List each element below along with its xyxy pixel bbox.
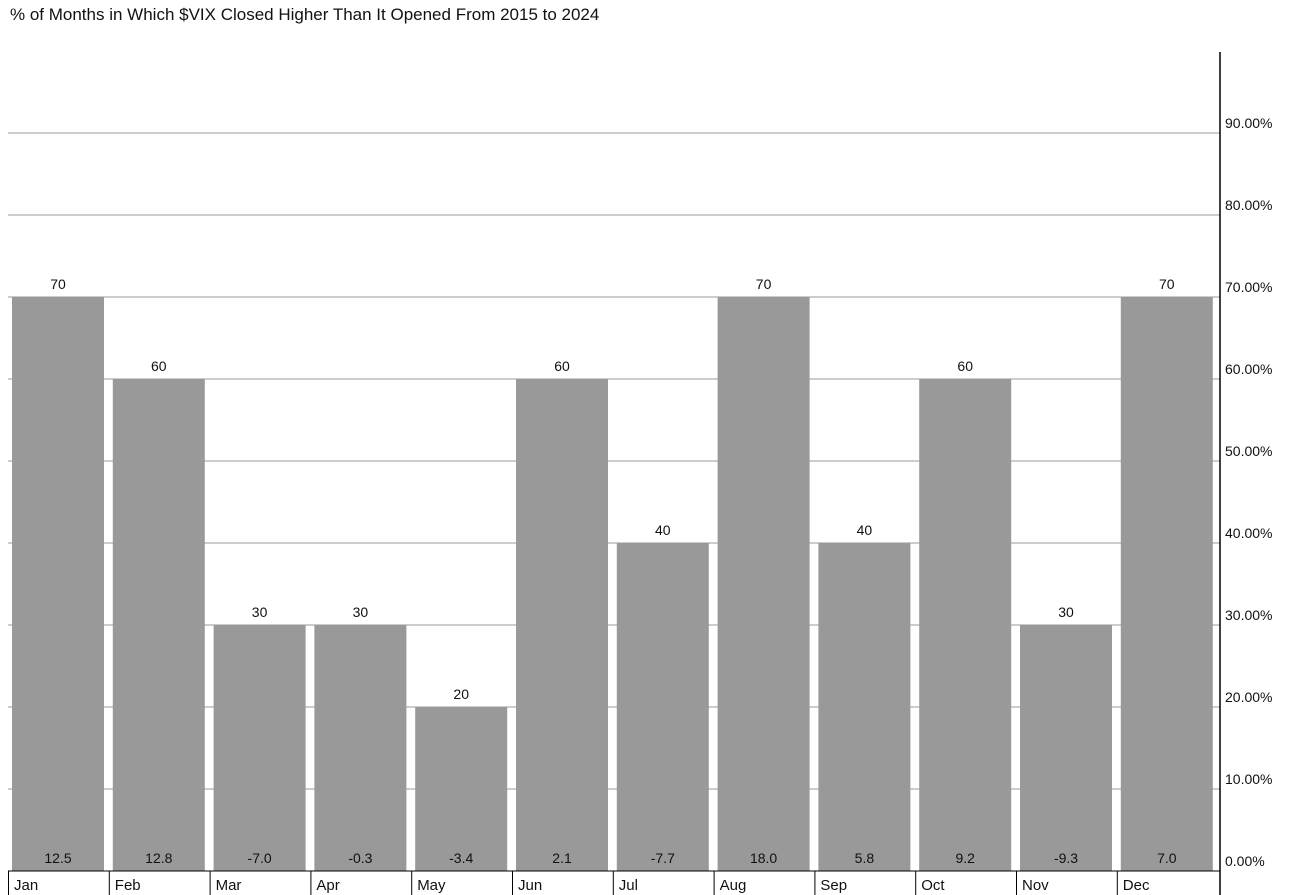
chart-title: % of Months in Which $VIX Closed Higher … — [10, 5, 600, 24]
bar-sep — [818, 543, 911, 871]
x-axis-labels: Jan Feb Mar Apr May Jun Jul Aug Sep Oct Nov Dec — [14, 877, 1150, 894]
bar-jul — [616, 543, 709, 871]
bar-inner-label: -0.3 — [348, 850, 372, 866]
value-labels: 70 12.5 60 12.8 30 -7.0 30 -0.3 20 -3.4 60 2.1 40 -7.… — [44, 276, 1176, 866]
bar-may — [415, 707, 508, 871]
bar-inner-label: -7.7 — [651, 850, 675, 866]
x-tick-label: Feb — [115, 877, 141, 894]
bar-jun — [516, 379, 608, 871]
y-tick-label: 80.00% — [1225, 197, 1272, 213]
bar-inner-label: 5.8 — [855, 850, 875, 866]
y-tick-label: 10.00% — [1225, 771, 1272, 787]
bar-feb — [112, 379, 205, 871]
bar-inner-label: 9.2 — [955, 850, 975, 866]
bar-inner-label: 18.0 — [750, 850, 777, 866]
bar-apr — [314, 625, 407, 871]
bar-nov — [1020, 625, 1112, 871]
x-tick-label: Mar — [216, 877, 242, 894]
bar-value-label: 30 — [353, 604, 369, 620]
x-tick-label: Jul — [619, 877, 638, 894]
x-tick-label: Jun — [518, 877, 542, 894]
x-tick-label: Jan — [14, 877, 38, 894]
bar-value-label: 40 — [655, 522, 671, 538]
bar-inner-label: 2.1 — [552, 850, 572, 866]
bar-value-label: 70 — [756, 276, 772, 292]
bar-value-label: 20 — [453, 686, 469, 702]
x-tick-label: Apr — [316, 877, 339, 894]
bar-aug — [717, 297, 810, 871]
x-tick-label: Nov — [1022, 877, 1049, 894]
y-tick-label: 50.00% — [1225, 443, 1272, 459]
bar-inner-label: 12.8 — [145, 850, 172, 866]
y-tick-label: 40.00% — [1225, 525, 1272, 541]
bar-inner-label: 7.0 — [1157, 850, 1177, 866]
y-tick-label: 70.00% — [1225, 279, 1272, 295]
bar-inner-label: -9.3 — [1054, 850, 1078, 866]
y-tick-label: 0.00% — [1225, 853, 1265, 869]
bar-inner-label: 12.5 — [44, 850, 71, 866]
bar-value-label: 60 — [554, 358, 570, 374]
bar-value-label: 60 — [151, 358, 167, 374]
bar-value-label: 70 — [1159, 276, 1175, 292]
gridlines — [8, 132, 1220, 790]
bar-value-label: 60 — [957, 358, 973, 374]
bar-mar — [213, 625, 306, 871]
bar-value-label: 70 — [50, 276, 66, 292]
y-tick-label: 60.00% — [1225, 361, 1272, 377]
bar-value-label: 40 — [857, 522, 873, 538]
x-tick-label: May — [417, 877, 446, 894]
bar-jan — [12, 297, 104, 871]
bar-inner-label: -3.4 — [449, 850, 473, 866]
y-tick-label: 90.00% — [1225, 115, 1272, 131]
x-tick-label: Aug — [720, 877, 747, 894]
bar-inner-label: -7.0 — [248, 850, 272, 866]
y-tick-label: 20.00% — [1225, 689, 1272, 705]
x-tick-label: Oct — [921, 877, 945, 894]
x-tick-label: Sep — [820, 877, 847, 894]
bar-dec — [1120, 297, 1213, 871]
axes — [8, 52, 1221, 895]
bar-value-label: 30 — [252, 604, 268, 620]
y-axis-tick-labels: 0.00% 10.00% 20.00% 30.00% 40.00% 50.00% 60.00… — [1225, 115, 1272, 869]
bar-oct — [919, 379, 1012, 871]
bars — [12, 297, 1213, 871]
bar-value-label: 30 — [1058, 604, 1074, 620]
x-tick-label: Dec — [1123, 877, 1150, 894]
y-tick-label: 30.00% — [1225, 607, 1272, 623]
